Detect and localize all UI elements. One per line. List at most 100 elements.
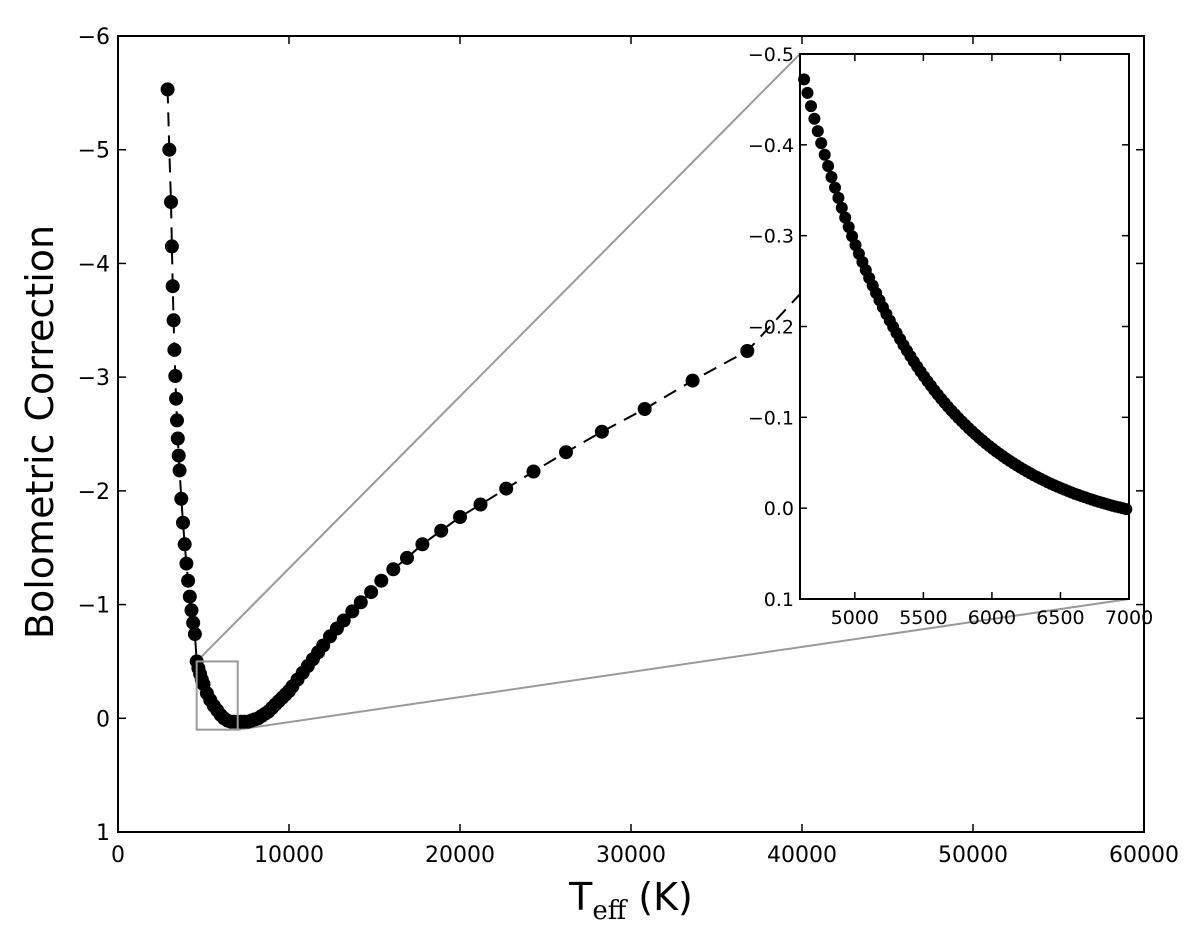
main-data-point (167, 342, 182, 357)
inset-data-point (805, 100, 817, 113)
main-data-point (473, 497, 488, 512)
main-data-point (170, 431, 185, 446)
main-data-point (168, 369, 183, 383)
main-data-point (171, 448, 186, 463)
main-data-point (345, 604, 360, 619)
main-data-point (172, 463, 187, 478)
main-x-tick-label: 20000 (425, 843, 495, 868)
main-y-tick-label: −3 (78, 366, 110, 391)
main-y-tick-label: −1 (78, 594, 110, 619)
inset-y-tick-label: −0.5 (748, 44, 794, 66)
main-data-point (637, 402, 652, 416)
inset-data-point (835, 201, 848, 214)
inset-x-tick-label: 5500 (899, 607, 947, 629)
x-axis-title: Teff (K) (568, 875, 693, 926)
main-data-point (415, 537, 430, 552)
main-data-point (181, 573, 196, 588)
main-data-point (453, 510, 467, 524)
main-data-point (170, 413, 184, 428)
main-data-point (176, 515, 190, 530)
zoom-connector-bottom (237, 598, 1130, 731)
x-axis-title-subscript: eff (592, 896, 628, 926)
inset-y-tick-labels: 0.1 0.0 −0.1 −0.2 −0.3 −0.4 −0.5 (748, 44, 794, 611)
main-plot: 0 10000 20000 30000 40000 50000 60000 10−1−2−3… (78, 25, 1179, 868)
main-data-point (374, 573, 389, 588)
main-x-tick-label: 10000 (254, 843, 324, 868)
inset-data-point (832, 191, 845, 204)
main-x-tick-label: 40000 (767, 843, 837, 868)
inset-data-point (798, 73, 811, 86)
inset-y-tick-label: 0.1 (764, 589, 794, 611)
inset-background (800, 54, 1129, 599)
main-data-point (364, 585, 379, 600)
inset-y-tick-label: −0.2 (748, 317, 794, 339)
inset-data-point (818, 148, 831, 161)
main-data-point (169, 391, 184, 406)
main-data-point (594, 424, 609, 439)
main-y-tick-label: −5 (78, 139, 110, 164)
x-axis-title-main: T (568, 875, 593, 919)
main-x-tick-label: 50000 (938, 843, 1008, 868)
main-x-tick-labels: 0 10000 20000 30000 40000 50000 60000 (111, 843, 1179, 868)
inset-data-point (839, 211, 852, 224)
main-data-point (182, 589, 197, 604)
inset-y-tick-label: −0.1 (748, 407, 794, 429)
main-y-tick-label: 1 (96, 821, 110, 846)
main-data-points (160, 82, 755, 729)
inset-data-point (822, 160, 835, 172)
inset-plot: 5000 5500 6000 6500 7000 0.1 0.0 −0.1 −0.2 −0.3 −… (748, 44, 1153, 629)
main-data-point (685, 373, 700, 388)
y-axis-title: Bolometric Correction (18, 225, 62, 639)
main-data-point (499, 481, 514, 496)
inset-data-point (829, 181, 841, 194)
inset-y-tick-label: −0.3 (748, 226, 794, 248)
main-data-point (187, 627, 202, 642)
main-data-point (434, 523, 449, 538)
main-data-point (184, 603, 199, 618)
main-data-point (186, 615, 201, 630)
inset-x-tick-label: 7000 (1105, 607, 1153, 629)
inset-data-point (842, 221, 855, 233)
main-data-point (177, 537, 192, 552)
main-x-tick-label: 60000 (1109, 843, 1179, 868)
main-y-tick-label: −4 (78, 252, 110, 277)
main-data-point (165, 279, 180, 294)
inset-y-tick-label: −0.4 (748, 135, 794, 157)
main-data-point (353, 595, 368, 610)
main-data-point (526, 464, 541, 479)
main-y-tick-label: −6 (78, 25, 110, 50)
main-data-point (166, 313, 181, 328)
main-x-tick-label: 30000 (596, 843, 666, 868)
inset-data-point (801, 86, 814, 99)
inset-data-point (825, 171, 838, 183)
main-data-point (160, 82, 175, 97)
inset-x-tick-label: 5000 (831, 607, 879, 629)
main-data-point (179, 556, 194, 571)
zoom-connector-lines (195, 53, 1130, 731)
inset-data-point (811, 125, 824, 138)
main-data-point (386, 562, 401, 577)
main-y-tick-label: 0 (96, 707, 110, 732)
inset-data-point (1120, 503, 1133, 516)
x-axis-title-unit: (K) (626, 875, 693, 919)
main-data-point (162, 142, 177, 157)
inset-data-point (815, 137, 828, 150)
main-data-point (164, 195, 178, 209)
main-data-point (336, 613, 351, 628)
main-x-tick-label: 0 (111, 843, 125, 868)
zoom-region-box (195, 660, 239, 731)
main-data-point (164, 239, 179, 254)
inset-x-tick-label: 6500 (1036, 607, 1084, 629)
inset-y-tick-label: 0.0 (764, 498, 794, 520)
inset-x-tick-labels: 5000 5500 6000 6500 7000 (831, 607, 1154, 629)
inset-x-tick-label: 6000 (968, 607, 1016, 629)
zoom-connector-top (195, 53, 801, 663)
main-y-tick-label: −2 (78, 480, 110, 505)
main-data-point (559, 445, 573, 460)
inset-data-point (808, 112, 821, 125)
inset-plot-frame (799, 53, 1130, 600)
main-data-point (400, 550, 414, 565)
main-data-point (740, 344, 755, 358)
main-plot-frame (117, 35, 1145, 833)
